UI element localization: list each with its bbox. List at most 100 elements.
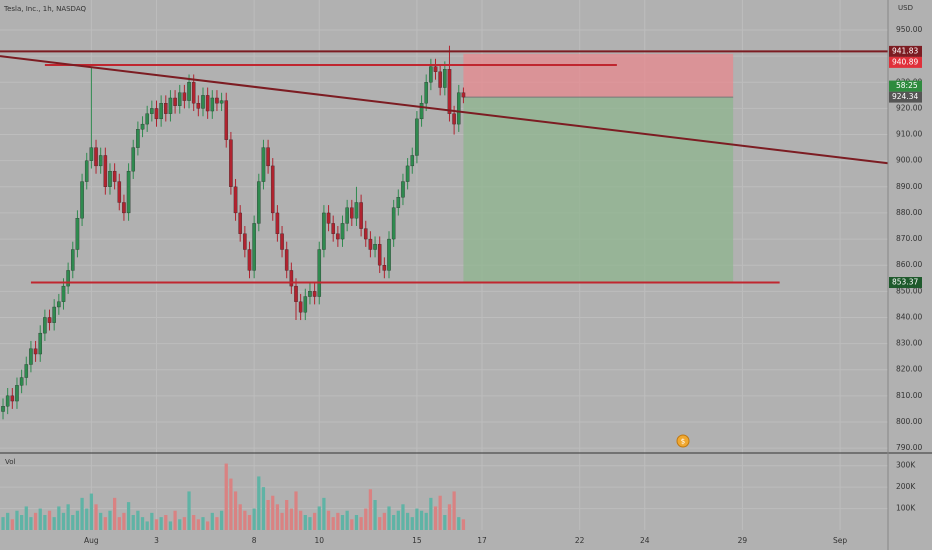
candle-body <box>336 233 340 240</box>
candle-body <box>447 69 452 114</box>
y-tick-label: 820.00 <box>896 365 922 374</box>
volume-bar <box>303 515 307 530</box>
volume-bar <box>140 517 145 530</box>
volume-bar <box>461 519 466 530</box>
candle-body <box>122 202 126 214</box>
volume-bar <box>6 512 10 530</box>
volume-bar <box>145 521 149 530</box>
candle-body <box>140 123 145 130</box>
candle-body <box>201 95 205 109</box>
candle-body <box>289 270 294 287</box>
volume-bar <box>47 510 52 530</box>
candle-body <box>456 92 461 125</box>
x-tick-label: 22 <box>575 536 585 545</box>
volume-bar <box>38 508 42 530</box>
candle-body <box>405 165 410 182</box>
volume-bar <box>285 500 289 530</box>
candle-body <box>159 103 163 120</box>
volume-bar <box>368 489 373 530</box>
candle-body <box>331 223 335 234</box>
candle-body <box>354 202 359 219</box>
volume-bar <box>103 517 107 530</box>
candle-body <box>215 97 219 104</box>
volume-bar <box>424 512 428 530</box>
candle-body <box>75 218 80 250</box>
volume-bar <box>201 517 205 530</box>
volume-bar <box>457 517 461 530</box>
volume-bar <box>66 504 70 530</box>
volume-bar <box>15 510 19 530</box>
candle-body <box>419 103 424 120</box>
x-tick-label: 8 <box>252 536 257 545</box>
axes: 950.00940.00930.00920.00910.00900.00890.… <box>84 25 922 545</box>
candle-body <box>112 170 117 182</box>
candle-body <box>452 113 456 125</box>
x-tick-label: 15 <box>412 536 422 545</box>
volume-label: Vol <box>5 458 16 466</box>
candle-body <box>98 155 103 167</box>
candle-body <box>196 103 201 109</box>
volume-bar <box>61 512 66 530</box>
candle-body <box>429 66 433 83</box>
volume-bar <box>271 495 275 530</box>
candle-body <box>275 212 280 234</box>
volume-bar <box>159 517 163 530</box>
volume-bar <box>419 510 424 530</box>
volume-bar <box>85 508 89 530</box>
candle-body <box>391 207 396 240</box>
price-label-box <box>889 91 922 103</box>
volume-bar <box>131 515 135 530</box>
volume-bar <box>80 497 84 530</box>
volume-bar <box>229 478 233 530</box>
grid <box>0 0 888 530</box>
volume-bar <box>154 519 159 530</box>
volume-bar <box>182 517 187 530</box>
candle-body <box>52 306 56 323</box>
candle-body <box>229 139 233 187</box>
y2-tick-label: 300K <box>896 461 916 470</box>
candle-body <box>173 97 177 106</box>
volume-bar <box>299 510 303 530</box>
candle-body <box>33 348 38 355</box>
reward-zone <box>463 97 734 283</box>
volume-bar <box>340 515 345 530</box>
candle-body <box>312 291 317 297</box>
candle-body <box>89 147 94 161</box>
volume-bar <box>387 506 391 530</box>
volume-bar <box>71 515 75 530</box>
volume-bar <box>401 504 405 530</box>
candle-body <box>298 301 303 313</box>
price-label: 924.34 <box>892 92 918 101</box>
dividend-icon-glyph: $ <box>681 438 685 446</box>
candle-body <box>270 165 275 214</box>
candle-body <box>424 82 428 104</box>
candle-body <box>284 249 289 271</box>
volume-bar <box>280 512 284 530</box>
dividend-icon[interactable] <box>676 434 690 448</box>
volume-bar <box>126 502 131 530</box>
volume-bar <box>336 512 340 530</box>
candle-body <box>191 82 196 104</box>
candle-body <box>168 97 173 114</box>
countdown-box <box>889 80 922 92</box>
volume-bar <box>308 517 312 530</box>
candle-body <box>71 249 75 271</box>
volume-bar <box>373 500 377 530</box>
x-tick-label: 10 <box>314 536 324 545</box>
candle-body <box>150 108 154 114</box>
x-tick-label: Sep <box>833 536 847 545</box>
volume-bar <box>350 519 354 530</box>
volume-bar <box>247 515 252 530</box>
candle-body <box>387 238 391 271</box>
volume-bar <box>117 517 121 530</box>
volume-bar <box>243 510 247 530</box>
volume-bar <box>89 493 94 530</box>
candle-body <box>359 202 363 229</box>
volume-bar <box>168 521 173 530</box>
candle-body <box>131 147 136 172</box>
volume-bar <box>443 515 447 530</box>
volume-bar <box>173 510 177 530</box>
candle-body <box>294 285 298 302</box>
